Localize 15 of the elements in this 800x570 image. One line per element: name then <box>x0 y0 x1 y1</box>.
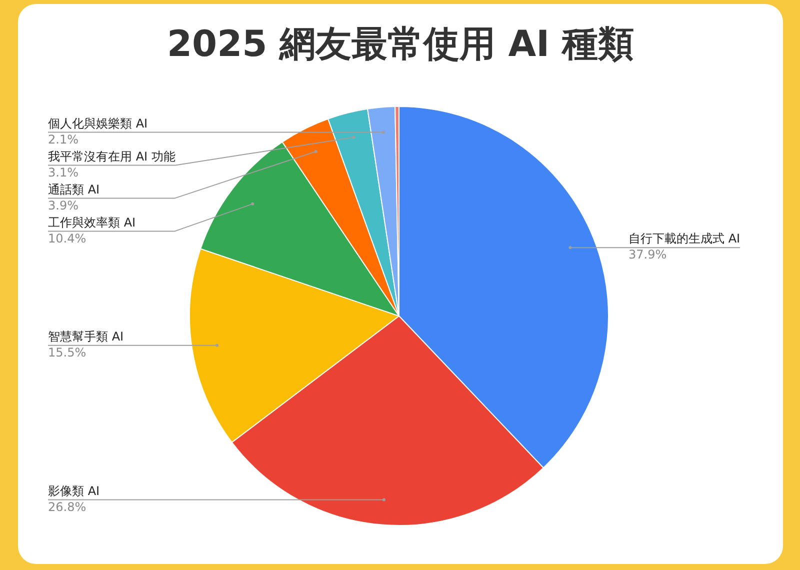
data-label: 3.1% <box>48 165 78 180</box>
data-label: 10.4% <box>48 231 86 246</box>
data-label: 26.8% <box>48 500 86 514</box>
chart-title: 2025 網友最常使用 AI 種類 <box>166 22 636 66</box>
slice-label: 工作與效率類 AI <box>48 215 136 230</box>
data-label: 2.1% <box>48 132 78 146</box>
slice-label: 自行下載的生成式 AI <box>628 232 740 246</box>
data-label: 3.9% <box>48 198 78 212</box>
slice-label: 智慧幫手類 AI <box>48 330 124 344</box>
slice-label: 通話類 AI <box>48 182 100 196</box>
data-label: 15.5% <box>48 346 86 360</box>
slice-label: 個人化與娛樂類 AI <box>48 116 148 130</box>
slice-label: 我平常沒有在用 AI 功能 <box>48 149 176 164</box>
data-label: 37.9% <box>628 248 667 262</box>
slice-label: 影像類 AI <box>48 484 100 498</box>
